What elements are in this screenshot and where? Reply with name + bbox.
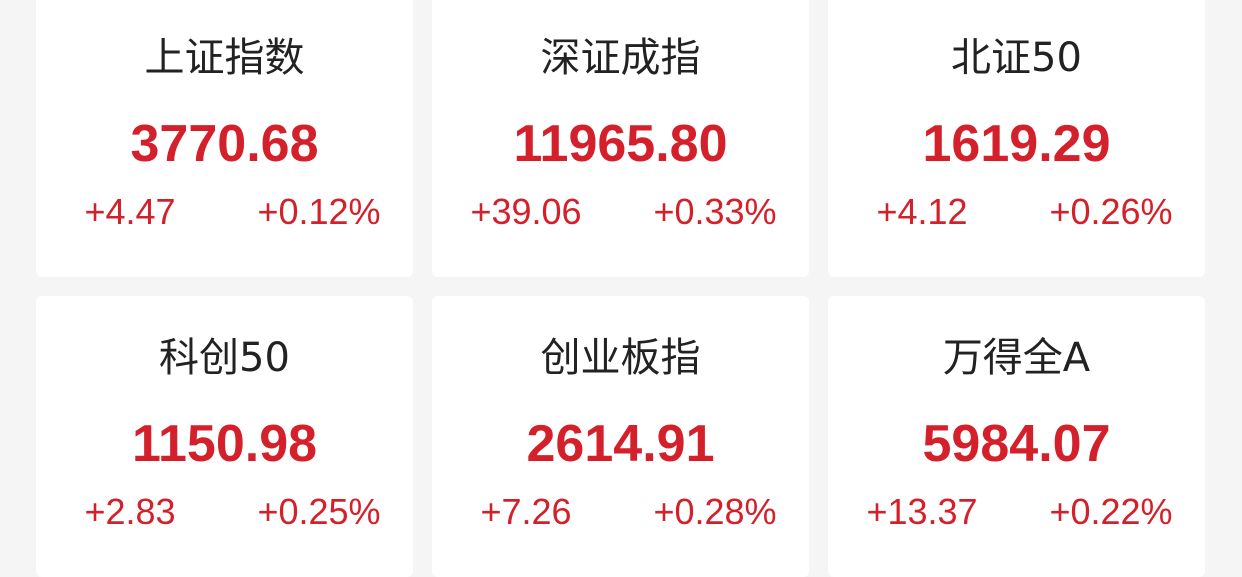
index-name: 北证50: [951, 35, 1082, 81]
index-value: 1619.29: [922, 115, 1111, 173]
index-value: 11965.80: [513, 115, 728, 173]
index-name: 科创50: [159, 335, 290, 381]
index-value: 5984.07: [922, 415, 1111, 473]
index-card[interactable]: 北证50 1619.29 +4.12 +0.26%: [828, 0, 1205, 277]
index-change: +7.26: [480, 491, 572, 532]
index-change: +4.12: [876, 191, 968, 232]
index-value: 2614.91: [526, 415, 715, 473]
index-name: 创业板指: [540, 335, 701, 381]
index-change-percent: +0.12%: [257, 191, 381, 232]
index-value: 3770.68: [130, 115, 319, 173]
index-change: +4.47: [84, 191, 176, 232]
index-change: +13.37: [866, 491, 978, 532]
index-name: 深证成指: [540, 35, 701, 81]
index-card[interactable]: 创业板指 2614.91 +7.26 +0.28%: [432, 296, 809, 577]
index-card[interactable]: 科创50 1150.98 +2.83 +0.25%: [36, 296, 413, 577]
index-change-percent: +0.28%: [653, 491, 777, 532]
index-card[interactable]: 万得全A 5984.07 +13.37 +0.22%: [828, 296, 1205, 577]
index-card[interactable]: 上证指数 3770.68 +4.47 +0.12%: [36, 0, 413, 277]
index-change-percent: +0.25%: [257, 491, 381, 532]
index-change: +39.06: [470, 191, 582, 232]
index-change-percent: +0.33%: [653, 191, 777, 232]
index-change-percent: +0.26%: [1049, 191, 1173, 232]
index-name: 上证指数: [144, 35, 305, 81]
index-value: 1150.98: [131, 415, 318, 473]
index-card[interactable]: 深证成指 11965.80 +39.06 +0.33%: [432, 0, 809, 277]
index-name: 万得全A: [942, 335, 1091, 381]
index-change-percent: +0.22%: [1049, 491, 1173, 532]
index-change: +2.83: [84, 491, 176, 532]
